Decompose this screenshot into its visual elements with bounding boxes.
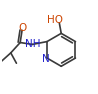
Text: N: N (42, 54, 50, 64)
Text: O: O (18, 23, 26, 33)
Text: NH: NH (25, 39, 40, 49)
Text: HO: HO (47, 15, 63, 25)
